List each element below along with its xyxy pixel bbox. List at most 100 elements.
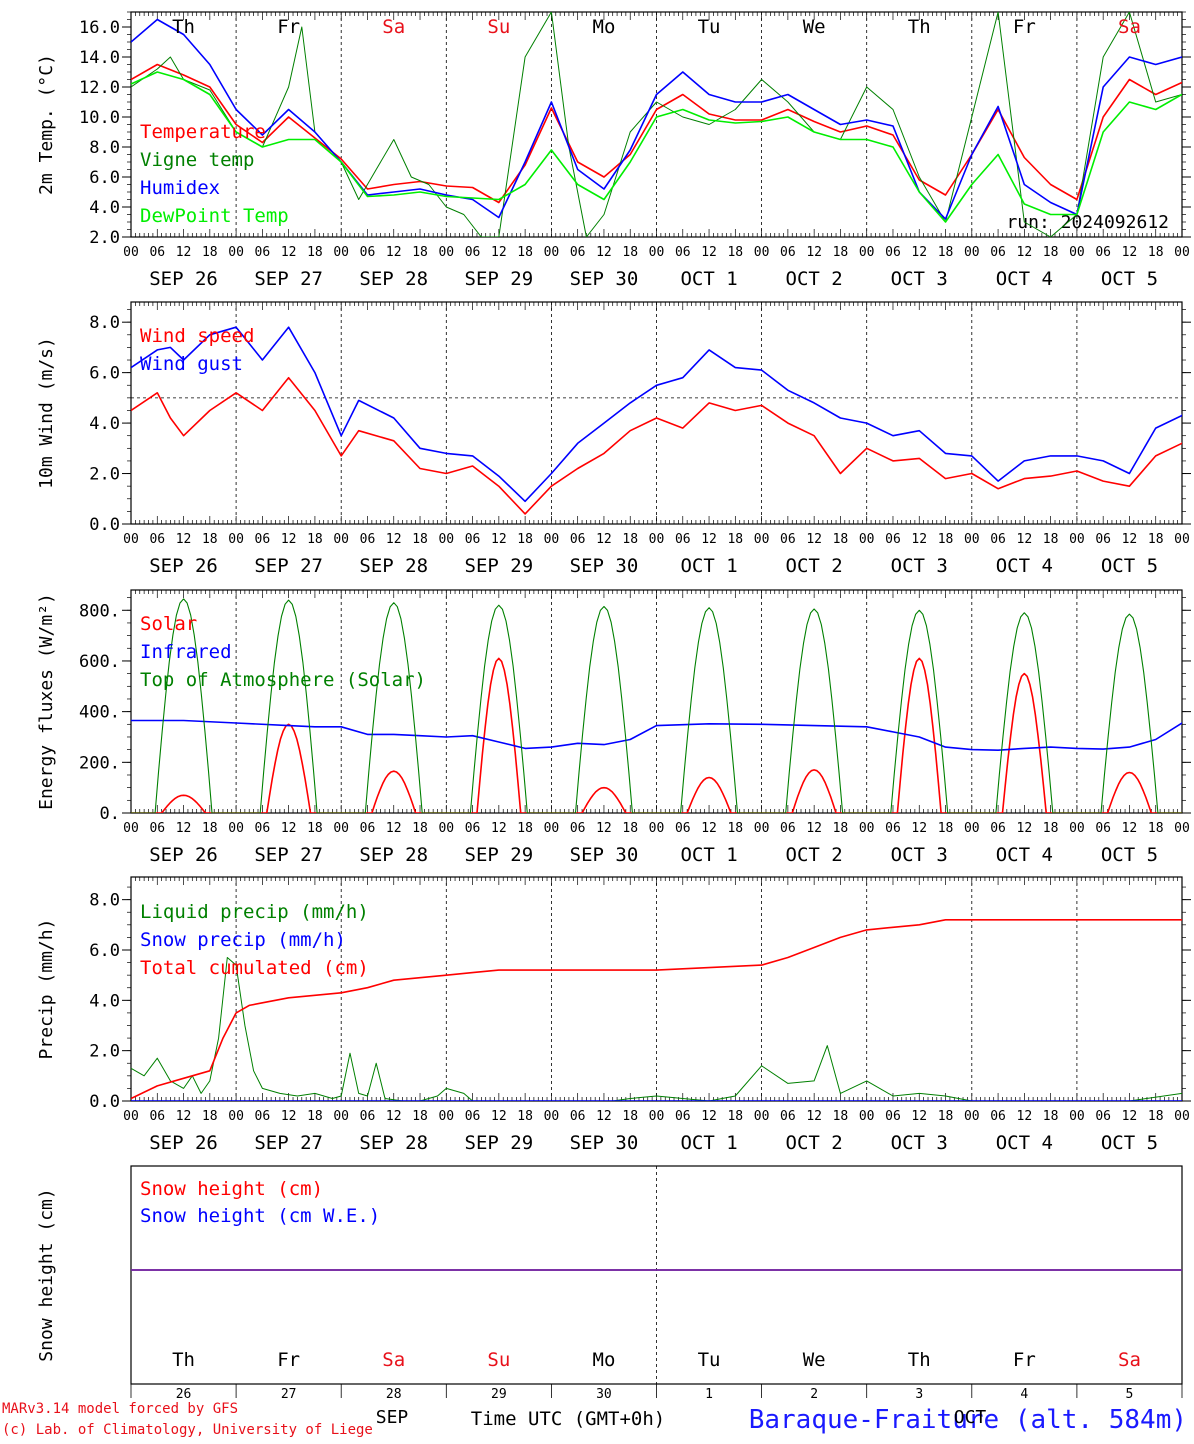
hour-tick-label: 12 xyxy=(1122,1109,1138,1124)
hour-tick-label: 00 xyxy=(754,532,770,547)
hour-tick-label: 06 xyxy=(465,821,481,836)
hour-tick-label: 06 xyxy=(1095,821,1111,836)
date-label: SEP 30 xyxy=(570,1132,639,1154)
weekday-label-top: Th xyxy=(908,16,931,38)
hour-tick-label: 00 xyxy=(333,245,349,260)
hour-tick-label: 00 xyxy=(649,532,665,547)
date-label: SEP 26 xyxy=(149,1132,218,1154)
hour-tick-label: 12 xyxy=(701,532,717,547)
date-label: OCT 5 xyxy=(1101,555,1158,577)
series-line xyxy=(131,598,1182,813)
y-tick-label: 10.0 xyxy=(79,108,120,128)
y-tick-label: 0.0 xyxy=(89,515,120,535)
hour-tick-label: 18 xyxy=(1043,245,1059,260)
series-line xyxy=(131,71,1182,223)
date-label: OCT 1 xyxy=(680,268,737,290)
hour-tick-label: 12 xyxy=(491,1109,507,1124)
hour-tick-label: 18 xyxy=(202,245,218,260)
date-label: SEP 30 xyxy=(570,268,639,290)
hour-tick-label: 00 xyxy=(859,1109,875,1124)
hour-tick-label: 12 xyxy=(176,532,192,547)
y-axis-title: 2m Temp. (°C) xyxy=(36,54,57,195)
date-label: SEP 29 xyxy=(465,1132,534,1154)
hour-tick-label: 12 xyxy=(176,245,192,260)
hour-tick-label: 12 xyxy=(386,532,402,547)
hour-tick-label: 06 xyxy=(885,821,901,836)
hour-tick-label: 06 xyxy=(1095,532,1111,547)
hour-tick-label: 18 xyxy=(1043,532,1059,547)
series-line xyxy=(131,918,1182,1100)
hour-tick-label: 00 xyxy=(754,821,770,836)
hour-tick-label: 00 xyxy=(754,1109,770,1124)
hour-tick-label: 18 xyxy=(622,821,638,836)
hour-tick-label: 18 xyxy=(412,821,428,836)
hour-tick-label: 12 xyxy=(701,1109,717,1124)
legend-entry: Solar xyxy=(140,613,197,635)
run-label: run: 2024092612 xyxy=(1006,212,1169,233)
y-tick-label: 200. xyxy=(79,753,120,773)
hour-tick-label: 00 xyxy=(964,821,980,836)
hour-tick-label: 06 xyxy=(149,821,165,836)
hour-tick-label: 12 xyxy=(386,245,402,260)
weekday-label-top: Tu xyxy=(698,16,721,38)
hour-tick-label: 00 xyxy=(228,532,244,547)
legend-entry: Vigne temp xyxy=(140,149,254,171)
series-line xyxy=(131,63,1182,204)
x-axis-title: Time UTC (GMT+0h) xyxy=(471,1408,665,1430)
hour-tick-label: 18 xyxy=(307,245,323,260)
weekday-label-top: Mo xyxy=(593,16,616,38)
hour-tick-label: 06 xyxy=(780,821,796,836)
hour-tick-label: 18 xyxy=(517,821,533,836)
hour-tick-label: 12 xyxy=(911,821,927,836)
date-label: SEP 28 xyxy=(359,268,428,290)
hour-tick-label: 06 xyxy=(990,245,1006,260)
hour-tick-label: 18 xyxy=(938,245,954,260)
hour-tick-label: 06 xyxy=(570,821,586,836)
y-tick-label: 6.0 xyxy=(89,168,120,188)
hour-tick-label: 18 xyxy=(938,821,954,836)
hour-tick-label: 18 xyxy=(412,245,428,260)
series-line xyxy=(131,719,1182,751)
day-number-label: 27 xyxy=(281,1387,297,1402)
hour-tick-label: 00 xyxy=(859,245,875,260)
date-label: OCT 3 xyxy=(891,268,948,290)
y-tick-label: 600. xyxy=(79,652,120,672)
series-line xyxy=(131,957,1182,1101)
date-label: SEP 26 xyxy=(149,268,218,290)
hour-tick-label: 06 xyxy=(465,245,481,260)
y-tick-label: 2.0 xyxy=(89,228,120,248)
hour-tick-label: 00 xyxy=(438,821,454,836)
hour-tick-label: 00 xyxy=(333,1109,349,1124)
weekday-label-bottom: Su xyxy=(487,1349,510,1371)
y-tick-label: 800. xyxy=(79,601,120,621)
hour-tick-label: 06 xyxy=(1095,245,1111,260)
hour-tick-label: 00 xyxy=(859,821,875,836)
hour-tick-label: 06 xyxy=(149,532,165,547)
y-tick-label: 400. xyxy=(79,703,120,723)
weekday-label-bottom: Th xyxy=(908,1349,931,1371)
date-label: OCT 3 xyxy=(891,555,948,577)
weekday-label-bottom: Sa xyxy=(382,1349,405,1371)
hour-tick-label: 06 xyxy=(360,532,376,547)
legend-entry: Snow height (cm) xyxy=(140,1178,323,1200)
hour-tick-label: 12 xyxy=(1017,1109,1033,1124)
date-label: SEP 27 xyxy=(254,844,323,866)
hour-tick-label: 06 xyxy=(570,532,586,547)
weekday-label-bottom: Fr xyxy=(1013,1349,1036,1371)
hour-tick-label: 00 xyxy=(649,821,665,836)
hour-tick-label: 18 xyxy=(202,821,218,836)
series-group xyxy=(131,598,1182,813)
date-label: OCT 5 xyxy=(1101,1132,1158,1154)
panel-2: 00 06 12 18 00 06 12 18 00 06 12 18 00 06 12 18 00 06 12 18… xyxy=(36,301,1191,577)
hour-tick-label: 00 xyxy=(544,1109,560,1124)
credits-line-1: MARv3.14 model forced by GFS xyxy=(2,1401,238,1417)
hour-tick-label: 12 xyxy=(281,1109,297,1124)
hour-tick-label: 18 xyxy=(412,1109,428,1124)
hour-tick-label: 06 xyxy=(360,1109,376,1124)
hour-tick-label: 06 xyxy=(675,245,691,260)
hour-tick-label: 06 xyxy=(1095,1109,1111,1124)
hour-tick-label: 12 xyxy=(386,821,402,836)
legend-entry: Liquid precip (mm/h) xyxy=(140,901,369,923)
hour-tick-label: 12 xyxy=(491,821,507,836)
